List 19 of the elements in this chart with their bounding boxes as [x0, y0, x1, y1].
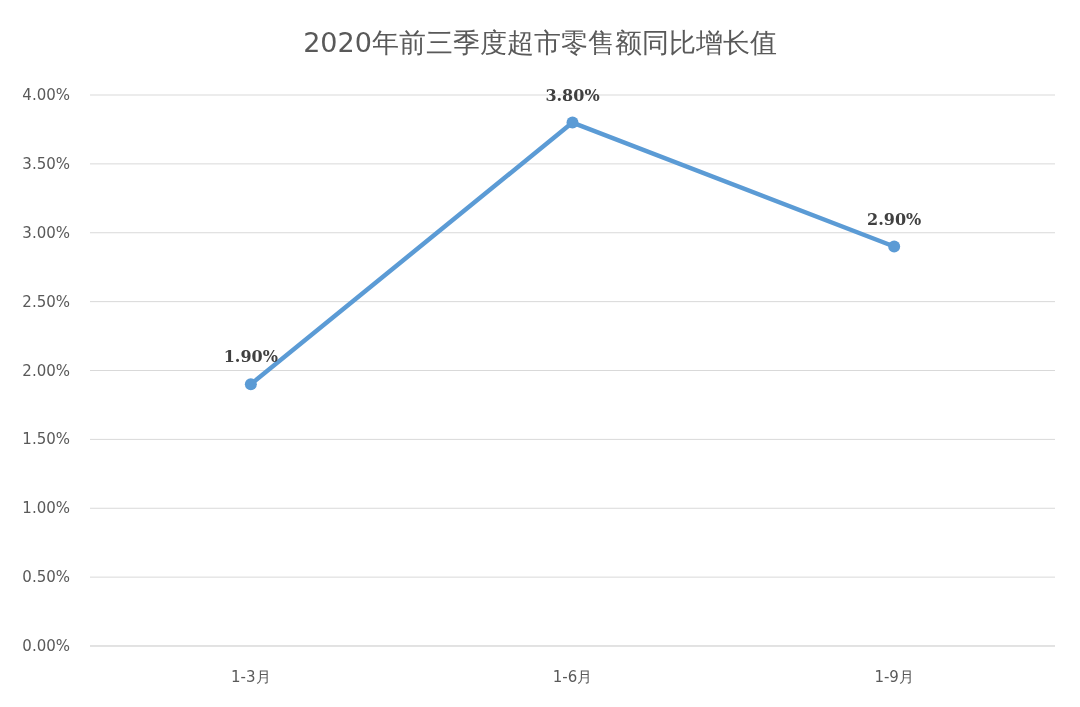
- x-tick-label: 1-9月: [874, 668, 914, 686]
- data-label: 2.90%: [867, 209, 922, 229]
- y-tick-label: 4.00%: [22, 86, 70, 104]
- y-tick-label: 1.50%: [22, 430, 70, 449]
- y-tick-label: 3.00%: [22, 223, 70, 242]
- y-tick-label: 2.50%: [22, 292, 70, 311]
- data-label: 3.80%: [545, 85, 600, 105]
- y-tick-label: 0.50%: [22, 568, 70, 587]
- y-tick-label: 0.00%: [22, 637, 70, 655]
- point: [566, 116, 579, 129]
- point: [888, 240, 901, 253]
- data-label: 1.90%: [223, 347, 278, 367]
- point: [244, 378, 257, 391]
- y-tick-label: 1.00%: [22, 499, 70, 518]
- x-tick-label: 1-3月: [231, 668, 271, 686]
- x-tick-label: 1-6月: [552, 668, 593, 686]
- chart-title: 2020年前三季度超市零售额同比增长值: [303, 27, 777, 58]
- y-tick-label: 2.00%: [22, 361, 70, 380]
- y-tick-label: 3.50%: [22, 154, 70, 173]
